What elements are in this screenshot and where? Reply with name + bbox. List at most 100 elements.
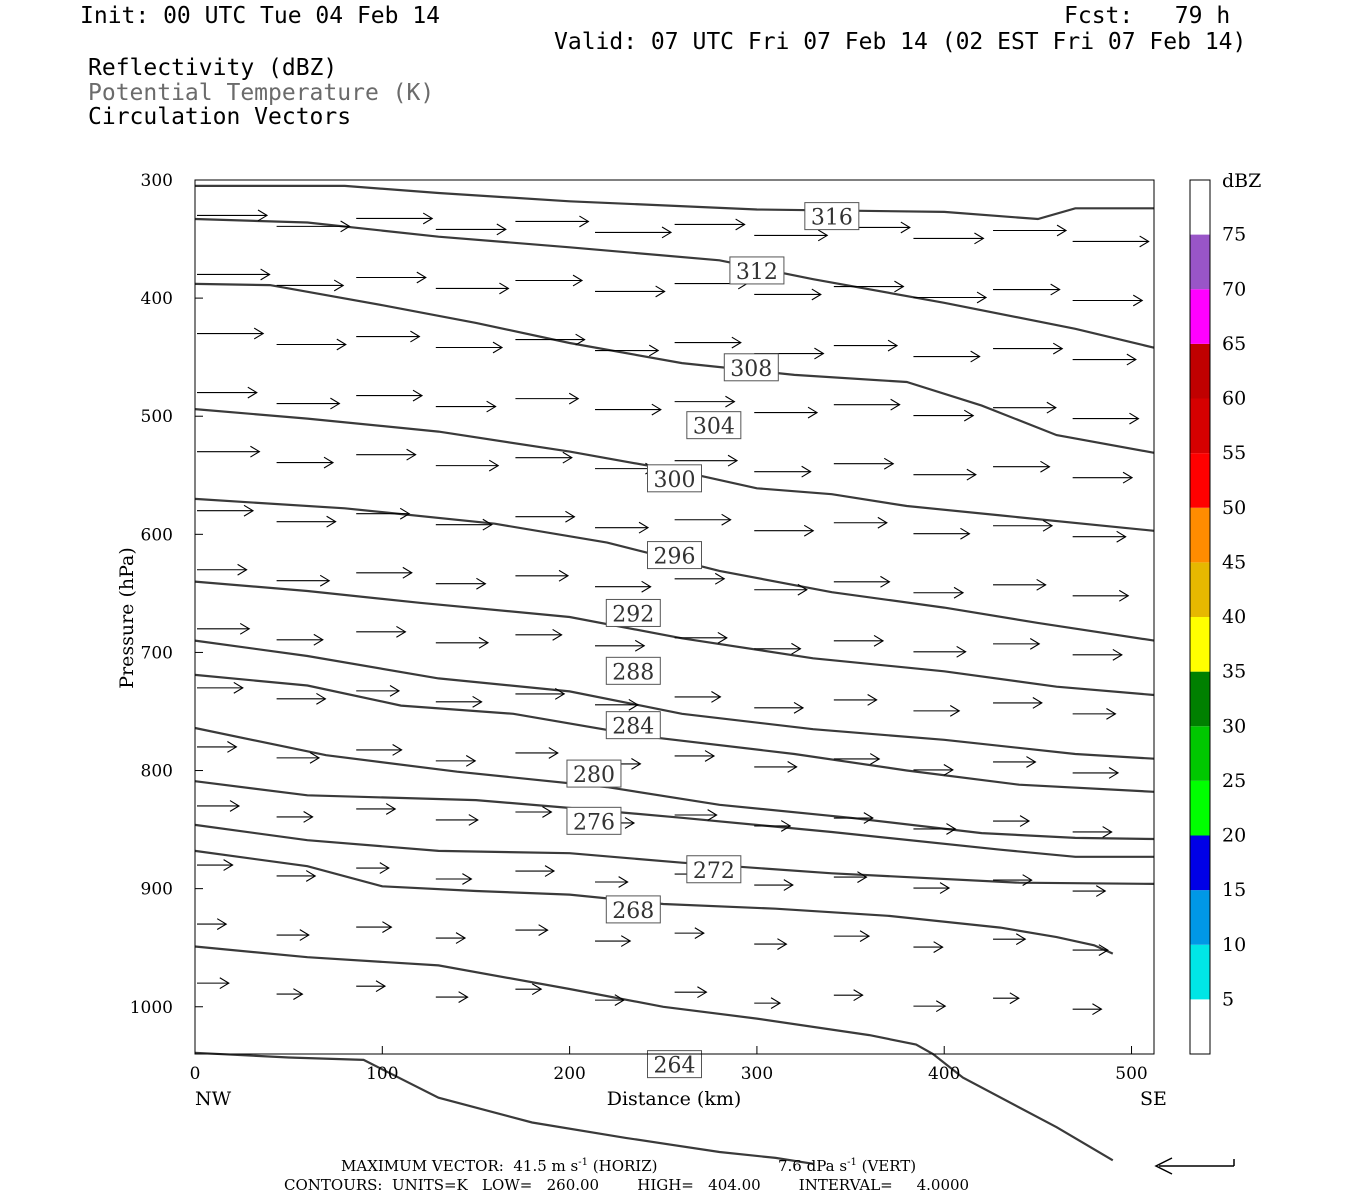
contour-label-300: 300	[654, 468, 696, 493]
contour-label-box	[723, 353, 779, 382]
vector-head	[247, 386, 258, 399]
vector-head	[336, 338, 347, 351]
y-tick-label: 800	[141, 762, 173, 782]
field-circulation-vectors: Circulation Vectors	[88, 104, 352, 130]
max-vert-unit: (VERT)	[861, 1157, 917, 1175]
contour-label-box	[566, 759, 622, 788]
vector-head	[731, 336, 742, 349]
vector-head	[478, 636, 490, 649]
contour-292	[194, 639, 1155, 760]
contour-label-268: 268	[612, 899, 654, 924]
vector-head	[783, 879, 794, 891]
vector-head	[1052, 342, 1064, 355]
vector-head	[544, 865, 556, 877]
colorbar-level-label: 5	[1222, 988, 1234, 1010]
vector-head	[305, 870, 317, 882]
vector-head	[1019, 815, 1031, 827]
vector-head	[389, 685, 401, 697]
vector-head	[476, 577, 487, 590]
vector-head	[797, 583, 808, 596]
vector-head	[963, 409, 975, 422]
vector-head	[1056, 224, 1068, 237]
contour-label-304: 304	[693, 415, 735, 440]
colorbar-level-label: 45	[1222, 551, 1246, 573]
y-axis-label: Pressure (hPa)	[116, 547, 138, 689]
contour-label-box	[605, 598, 661, 627]
vector-head	[1116, 530, 1127, 543]
vector-head	[717, 631, 728, 644]
colorbar-level-label: 40	[1222, 606, 1246, 628]
contour-label-316: 316	[811, 206, 853, 231]
vector-head	[890, 398, 901, 411]
vector-head	[223, 859, 234, 871]
vector-head	[488, 459, 500, 472]
contour-312	[194, 217, 1155, 349]
vector-head	[707, 809, 718, 821]
valid-time: Valid: 07 UTC Fri 07 Feb 14 (02 EST Fri …	[554, 29, 1247, 55]
colorbar-swatch	[1190, 780, 1210, 836]
vector-head	[631, 758, 642, 770]
vector-head	[422, 212, 434, 225]
colorbar-swatch	[1190, 890, 1210, 945]
max-vector-line: MAXIMUM VECTOR: 41.5 m s-1 (HORIZ)	[341, 1157, 658, 1175]
vector-head	[299, 929, 310, 941]
colorbar-level-label: 25	[1222, 770, 1246, 792]
contour-label-276: 276	[573, 810, 615, 835]
colorbar-title: dBZ	[1222, 170, 1261, 192]
x-tick-label: 0	[190, 1064, 201, 1084]
vector-head	[250, 445, 261, 458]
vector-head	[638, 521, 650, 534]
contour-label-box	[686, 411, 742, 440]
vector-head	[857, 871, 868, 883]
vector-head	[946, 823, 957, 835]
contour-316	[195, 184, 1154, 221]
vector-head	[340, 220, 351, 233]
vector-head	[412, 389, 424, 402]
contour-label-292: 292	[612, 602, 654, 627]
vector-head	[793, 701, 805, 714]
vector-head	[943, 764, 954, 776]
vector-head	[628, 698, 639, 711]
vector-head	[966, 468, 977, 481]
field-reflectivity: Reflectivity (dBZ)	[88, 55, 338, 81]
vector-head	[1026, 756, 1037, 768]
vector-head	[725, 395, 736, 408]
vector-head	[392, 744, 403, 756]
vector-head	[949, 704, 961, 717]
vector-head	[727, 454, 739, 467]
contour-264	[194, 1051, 814, 1165]
vector-head	[309, 752, 321, 764]
vector-head	[455, 932, 467, 944]
vector-head	[960, 527, 971, 540]
vector-head	[887, 339, 899, 352]
colorbar-swatch	[1190, 289, 1210, 344]
vector-head	[1126, 353, 1137, 366]
contour-label-box	[647, 541, 702, 570]
vector-head	[661, 226, 673, 239]
vector-head	[780, 820, 792, 832]
vector-head	[648, 344, 660, 357]
y-axis: 300 400 500 600 700 800 900 1000	[130, 171, 203, 1018]
vector-head	[303, 811, 314, 823]
contour-label-312: 312	[736, 260, 778, 285]
contour-label-296: 296	[654, 545, 696, 570]
contour-label-box	[605, 711, 661, 740]
vector-head	[538, 924, 549, 936]
vector-head	[1095, 885, 1107, 897]
contour-label-box	[729, 256, 785, 285]
vert-exponent: -1	[847, 1157, 857, 1168]
vector-head	[552, 628, 563, 641]
vector-head	[257, 209, 269, 222]
vector-head	[1042, 519, 1054, 532]
plot-frame	[194, 179, 1155, 1055]
max-horiz-value: 41.5 m s	[513, 1157, 579, 1175]
vector-head	[216, 918, 228, 930]
vector-head	[565, 510, 576, 523]
vector-head	[873, 634, 885, 647]
vector-head	[807, 406, 819, 419]
x-axis-label: Distance (km)	[607, 1088, 742, 1110]
colorbar-level-label: 65	[1222, 333, 1246, 355]
vector-head	[1139, 235, 1150, 248]
vector-head	[1112, 648, 1123, 661]
contour-labels: 316 312 308 304 300 296 292 288 284 280 276 272 268 2…	[566, 202, 860, 1079]
